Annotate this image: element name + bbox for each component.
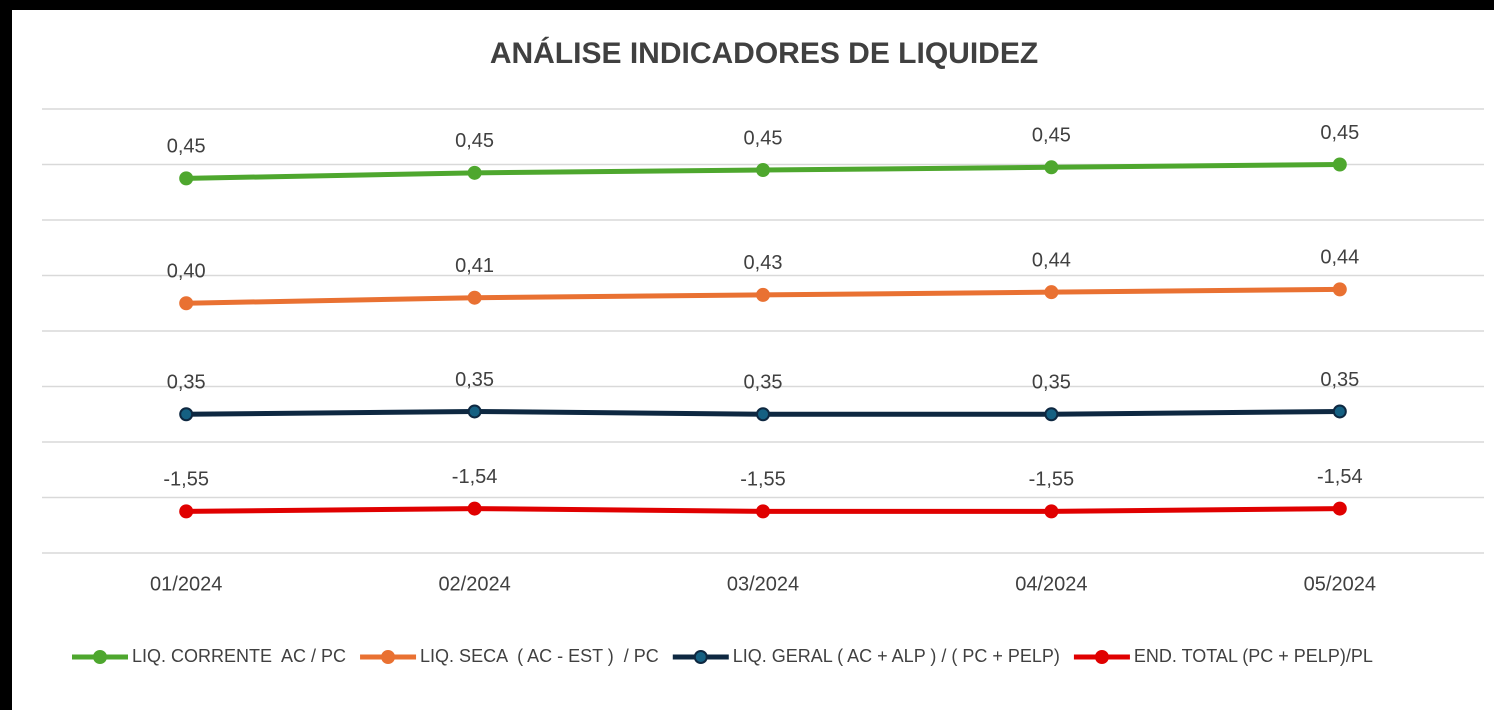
legend-label: LIQ. CORRENTE AC / PC (132, 646, 346, 666)
data-point (179, 171, 194, 186)
data-label: 0,45 (1320, 122, 1359, 144)
data-point (756, 504, 770, 519)
data-label: 0,35 (1320, 369, 1359, 391)
data-label: 0,35 (1032, 372, 1071, 394)
data-label: 0,40 (167, 261, 206, 283)
legend-marker (693, 650, 708, 664)
data-label: 0,35 (744, 372, 783, 394)
data-point (756, 163, 770, 178)
data-point (1332, 157, 1347, 172)
data-point (1044, 407, 1059, 422)
data-label: 0,44 (1032, 249, 1071, 271)
data-label: 0,45 (744, 127, 783, 149)
x-tick-label: 05/2024 (1304, 573, 1376, 595)
legend-label: LIQ. GERAL ( AC + ALP ) / ( PC + PELP) (733, 646, 1060, 666)
data-point (179, 504, 194, 519)
data-point (756, 407, 770, 422)
data-point (1044, 504, 1059, 519)
data-point (179, 407, 194, 422)
legend-marker (93, 650, 107, 664)
data-label: 0,35 (167, 372, 206, 394)
data-point (1044, 285, 1059, 300)
data-point (179, 296, 194, 311)
x-tick-label: 02/2024 (438, 573, 510, 595)
data-label: 0,35 (455, 369, 494, 391)
data-point (1044, 160, 1059, 175)
data-label: 0,45 (455, 130, 494, 152)
legend-marker (1094, 650, 1109, 664)
x-tick-label: 04/2024 (1015, 573, 1087, 595)
data-point (1332, 501, 1347, 516)
data-label: 0,41 (455, 255, 494, 277)
data-label: -1,55 (740, 469, 786, 491)
data-label: -1,54 (452, 466, 498, 488)
data-label: 0,45 (1032, 125, 1071, 147)
legend-label: END. TOTAL (PC + PELP)/PL (1134, 646, 1373, 666)
data-point (467, 404, 482, 419)
data-label: -1,54 (1317, 466, 1363, 488)
data-label: 0,43 (744, 252, 783, 274)
data-point (1332, 282, 1347, 297)
data-point (467, 501, 482, 516)
chart-title: ANÁLISE INDICADORES DE LIQUIDEZ (490, 36, 1038, 70)
data-point (467, 290, 482, 305)
data-point (467, 165, 482, 180)
data-label: -1,55 (163, 469, 209, 491)
chart-area (12, 10, 1494, 710)
legend-label: LIQ. SECA ( AC - EST ) / PC (420, 646, 659, 666)
data-point (756, 287, 770, 302)
x-tick-label: 03/2024 (727, 573, 799, 595)
data-label: 0,44 (1320, 247, 1359, 269)
data-point (1332, 404, 1347, 419)
data-label: 0,45 (167, 136, 206, 158)
x-tick-label: 01/2024 (150, 573, 222, 595)
legend-marker (381, 650, 396, 664)
data-label: -1,55 (1029, 469, 1075, 491)
